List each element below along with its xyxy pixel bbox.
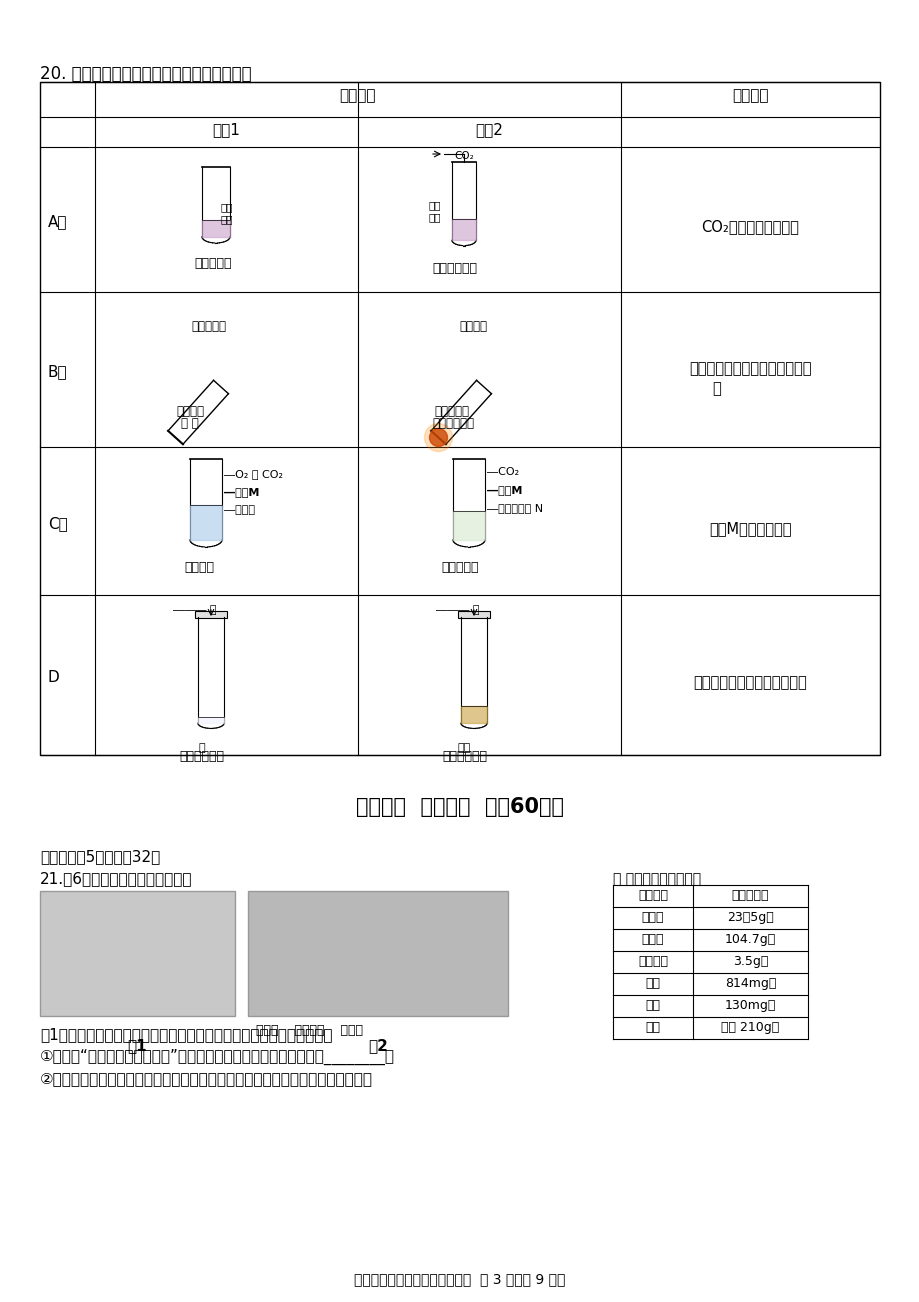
Text: 每份含量。: 每份含量。 <box>731 889 768 902</box>
Text: 小于 210g。: 小于 210g。 <box>720 1021 778 1034</box>
Text: 实验2: 实验2 <box>475 122 503 137</box>
Text: 石蕊: 石蕊 <box>428 201 441 210</box>
Text: 实验方案: 实验方案 <box>339 89 376 103</box>
Text: ①从表中“自热米饭的营养成分”看，没有标出的人体必须的营养素是________。: ①从表中“自热米饭的营养成分”看，没有标出的人体必须的营养素是________。 <box>40 1049 394 1065</box>
Text: 第二部分  非选择题  （內60分）: 第二部分 非选择题 （內60分） <box>356 797 563 816</box>
Text: CO₂能使紫色石蕊变红: CO₂能使紫色石蕊变红 <box>701 219 799 234</box>
Text: 金属不生锈: 金属不生锈 <box>440 561 478 574</box>
Text: 营养素。: 营养素。 <box>637 889 667 902</box>
Text: 溶液: 溶液 <box>221 214 233 224</box>
Text: 23．5g。: 23．5g。 <box>726 911 773 924</box>
Text: 维生素。: 维生素。 <box>637 954 667 967</box>
Text: C、: C、 <box>48 516 68 531</box>
Text: 剂: 剂 <box>711 381 720 396</box>
Text: 汽油: 汽油 <box>458 743 471 753</box>
Text: ―金属M: ―金属M <box>486 486 522 495</box>
Bar <box>40 891 234 1016</box>
Text: 21.（6分）化学与生活息息相关。: 21.（6分）化学与生活息息相关。 <box>40 871 192 885</box>
Text: ―O₂ 和 CO₂: ―O₂ 和 CO₂ <box>223 469 283 479</box>
Text: 水。: 水。 <box>645 1021 660 1034</box>
Text: ―固体干燥剂 N: ―固体干燥剂 N <box>486 503 542 513</box>
Text: ―金属M: ―金属M <box>223 487 259 497</box>
Bar <box>458 611 490 618</box>
Text: 金属M生锈需要氧气: 金属M生锈需要氧气 <box>709 521 791 536</box>
Text: 130mg。: 130mg。 <box>724 999 776 1012</box>
Text: CO₂: CO₂ <box>453 151 473 161</box>
Text: 固体几乎不溢: 固体几乎不溢 <box>179 750 223 763</box>
Text: ②上述包装材料一般是符合卫生标准的铝箔。铝可以压制成铝箔，说明铝具有良好: ②上述包装材料一般是符合卫生标准的铝箔。铝可以压制成铝箔，说明铝具有良好 <box>40 1072 372 1086</box>
Text: 814mg。: 814mg。 <box>724 976 776 990</box>
Text: 104.7g。: 104.7g。 <box>724 934 776 947</box>
Text: 表 自热米饭的营养成份: 表 自热米饭的营养成份 <box>612 872 700 885</box>
Text: 溶液呈紫色: 溶液呈紫色 <box>194 256 232 270</box>
Text: 砝在水和汽油中的溶解性不同: 砝在水和汽油中的溶解性不同 <box>693 674 807 690</box>
Text: 过氧化氢溶液: 过氧化氢溶液 <box>432 417 473 430</box>
Text: ―CO₂: ―CO₂ <box>486 467 518 477</box>
Text: B、: B、 <box>48 365 68 379</box>
Text: 木条复燃: 木条复燃 <box>459 320 486 333</box>
Circle shape <box>429 428 447 447</box>
Text: 20. 下列对比实验，得到的实验结论正确的是: 20. 下列对比实验，得到的实验结论正确的是 <box>40 65 252 83</box>
Text: 石蕊: 石蕊 <box>221 202 233 212</box>
Text: ――― 碑: ――― 碑 <box>436 605 479 615</box>
Text: 二、本题兲5小题，內32分: 二、本题兲5小题，內32分 <box>40 849 160 865</box>
Text: 钓。: 钓。 <box>645 976 660 990</box>
Text: 溶液: 溶液 <box>428 212 441 223</box>
Text: 实验结论: 实验结论 <box>732 89 768 103</box>
Bar <box>40 82 879 755</box>
Text: 溶液由紫变红: 溶液由紫变红 <box>432 262 476 275</box>
Text: 过氧化氢: 过氧化氢 <box>176 405 204 418</box>
Text: 菜肴包    发热用水    发热包: 菜肴包 发热用水 发热包 <box>255 1023 363 1036</box>
Text: 固体完全溢解: 固体完全溢解 <box>441 750 486 763</box>
Text: 二氧化锰和: 二氧化锰和 <box>434 405 469 418</box>
Circle shape <box>424 423 452 452</box>
Text: 油脂。: 油脂。 <box>641 911 664 924</box>
Text: 钓。: 钓。 <box>645 999 660 1012</box>
Text: 溶 液: 溶 液 <box>181 417 199 430</box>
Text: （1）自热米饭是一种快餐食品。请根据上图及表信息，回答下列问题：: （1）自热米饭是一种快餐食品。请根据上图及表信息，回答下列问题： <box>40 1027 332 1042</box>
Text: ――― 碑: ――― 碑 <box>173 605 216 615</box>
Text: 3.5g。: 3.5g。 <box>732 954 767 967</box>
Text: 实验1: 实验1 <box>212 122 240 137</box>
Text: 二氧化锰是过氧化氢分解的催化: 二氧化锰是过氧化氢分解的催化 <box>688 361 811 376</box>
Text: D: D <box>48 671 60 685</box>
Text: 糖类。: 糖类。 <box>641 934 664 947</box>
Text: ―蒸馏水: ―蒸馏水 <box>223 505 255 516</box>
Bar <box>248 891 507 1016</box>
Text: A、: A、 <box>48 214 67 229</box>
Bar <box>195 611 227 618</box>
Text: 木条不复燃: 木条不复燃 <box>191 320 226 333</box>
Text: 图2: 图2 <box>368 1038 388 1053</box>
Text: 金属生锈: 金属生锈 <box>184 561 214 574</box>
Text: 初中毕业班化学综合测试（一）  第 3 页（八 9 页）: 初中毕业班化学综合测试（一） 第 3 页（八 9 页） <box>354 1272 565 1286</box>
Text: 图1: 图1 <box>128 1038 147 1053</box>
Text: 水: 水 <box>199 743 206 753</box>
